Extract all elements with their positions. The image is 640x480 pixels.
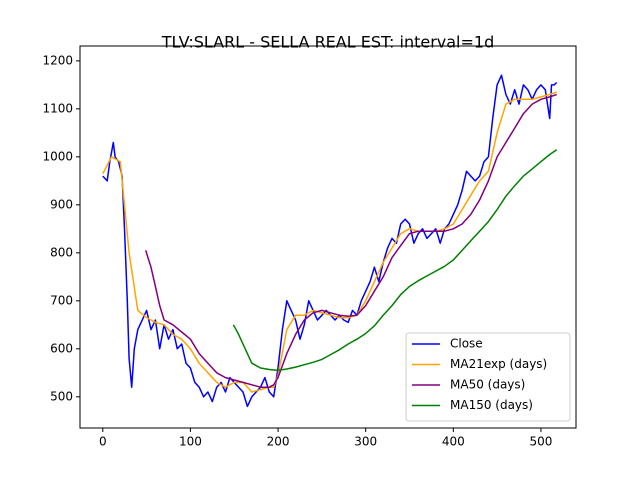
y-tick-label: 700 — [50, 293, 73, 307]
legend-label: Close — [450, 337, 483, 351]
y-tick-label: 1100 — [42, 101, 73, 115]
legend-box — [405, 332, 571, 422]
x-tick-label: 100 — [179, 435, 202, 449]
legend: Close MA21exp (days) MA50 (days) MA150 (day… — [405, 332, 571, 422]
x-tick-label: 300 — [354, 435, 377, 449]
x-tick-label: 400 — [442, 435, 465, 449]
y-tick-label: 900 — [50, 197, 73, 211]
y-tick-label: 1200 — [42, 53, 73, 67]
series-line — [102, 91, 557, 393]
x-tick-label: 0 — [99, 435, 107, 449]
y-tick-label: 500 — [50, 389, 73, 403]
y-tick-label: 800 — [50, 245, 73, 259]
legend-label: MA50 (days) — [450, 378, 525, 392]
x-tick-label: 500 — [529, 435, 552, 449]
plot-frame — [79, 45, 577, 429]
legend-label: MA150 (days) — [450, 398, 533, 412]
chart-title: TLV:SLARL - SELLA REAL EST: interval=1d — [161, 33, 494, 52]
series-line — [232, 149, 558, 372]
y-tick-label: 600 — [50, 341, 73, 355]
legend-label: MA21exp (days) — [450, 357, 547, 371]
y-tick-label: 1000 — [42, 149, 73, 163]
x-tick-label: 200 — [267, 435, 290, 449]
series-line — [144, 93, 557, 388]
